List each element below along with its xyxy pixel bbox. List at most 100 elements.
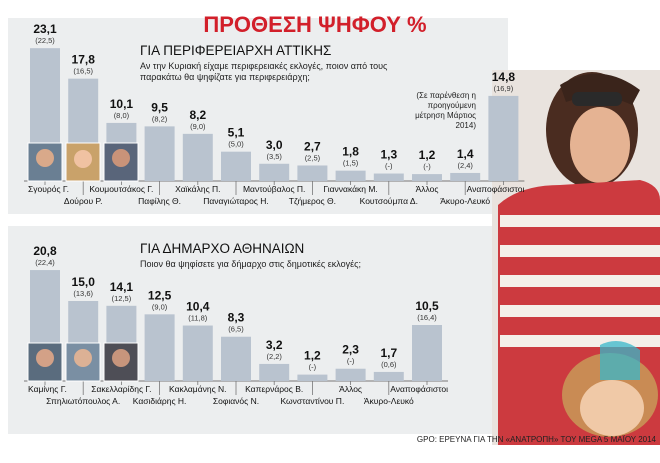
chart1-value-label: 3,0 bbox=[266, 138, 283, 152]
chart1-previous-label: (2,4) bbox=[457, 161, 473, 170]
chart1-bar bbox=[488, 95, 519, 181]
chart1-value-label: 23,1 bbox=[33, 22, 57, 36]
chart1-bar bbox=[182, 133, 213, 181]
chart2-bar bbox=[259, 363, 290, 381]
chart2-subtitle: Ποιον θα ψηφίσετε για δήμαρχο στις δημοτ… bbox=[140, 259, 361, 269]
chart1-bar bbox=[259, 163, 290, 181]
chart1-previous-label: (8,0) bbox=[114, 111, 130, 120]
chart1-category-label: Αναποφάσιστοι bbox=[467, 184, 525, 194]
chart2-previous-label: (12,5) bbox=[112, 294, 132, 303]
chart1-category-label: Γιαννακάκη Μ. bbox=[323, 184, 377, 194]
chart1-bar bbox=[335, 170, 366, 181]
chart1-category-label: Παναγιώταρος Η. bbox=[203, 196, 269, 206]
chart2-previous-label: (22,4) bbox=[35, 258, 55, 267]
chart2-category-label: Άλλος bbox=[339, 384, 362, 394]
chart1-previous-label: (22,5) bbox=[35, 36, 55, 45]
chart1-category-label: Άλλος bbox=[416, 184, 439, 194]
chart1-bar bbox=[373, 173, 404, 181]
chart2-bar bbox=[297, 374, 328, 381]
chart1-title: ΓΙΑ ΠΕΡΙΦΕΡΕΙΑΡΧΗ ΑΤΤΙΚΗΣ bbox=[140, 43, 331, 58]
chart2-previous-label: (2,2) bbox=[266, 352, 282, 361]
chart2-previous-label: (11,8) bbox=[188, 314, 208, 323]
chart2-bar bbox=[221, 336, 251, 381]
chart2-value-label: 1,2 bbox=[304, 349, 321, 363]
chart2-title: ΓΙΑ ΔΗΜΑΡΧΟ ΑΘΗΝΑΙΩΝ bbox=[140, 241, 304, 256]
chart2-value-label: 14,1 bbox=[110, 280, 134, 294]
chart1-bar bbox=[450, 172, 481, 181]
chart1-category-label: Κουμουτσάκος Γ. bbox=[89, 184, 153, 194]
chart2-previous-label: (13,6) bbox=[73, 289, 93, 298]
chart1-subtitle: Αν την Κυριακή είχαμε περιφερειακές εκλο… bbox=[140, 61, 388, 82]
chart1-previous-label: (2,5) bbox=[305, 153, 321, 162]
chart2-category-label: Αναποφάσιστοι bbox=[390, 384, 448, 394]
chart2-category-label: Σοφιανός Ν. bbox=[213, 396, 259, 406]
chart1-value-label: 8,2 bbox=[189, 108, 206, 122]
chart1-previous-label: (16,9) bbox=[494, 84, 514, 93]
chart1-value-label: 5,1 bbox=[228, 126, 245, 140]
chart1-previous-label: (9,0) bbox=[190, 122, 206, 131]
chart1-previous-label: (-) bbox=[423, 162, 431, 171]
chart2-category-label: Κακλαμάνης Ν. bbox=[169, 384, 227, 394]
chart2-category-label: Σακελλαρίδης Γ. bbox=[91, 384, 151, 394]
chart1-bar bbox=[221, 151, 251, 181]
chart1-category-label: Σγουρός Γ. bbox=[28, 184, 69, 194]
chart2-previous-label: (9,0) bbox=[152, 302, 168, 311]
chart1-previous-label: (1,5) bbox=[343, 159, 359, 168]
chart2-value-label: 10,4 bbox=[186, 300, 210, 314]
chart1-category-label: Κουτσούμπα Δ. bbox=[360, 196, 418, 206]
chart2-previous-label: (-) bbox=[309, 363, 317, 372]
chart2-previous-label: (0,6) bbox=[381, 360, 397, 369]
chart1-value-label: 14,8 bbox=[492, 70, 516, 84]
chart1-bar bbox=[144, 126, 175, 181]
chart1-value-label: 1,3 bbox=[380, 148, 397, 162]
chart1-bar bbox=[297, 165, 328, 181]
chart2-value-label: 2,3 bbox=[342, 343, 359, 357]
chart2-category-label: Κασιδιάρης Η. bbox=[133, 396, 187, 406]
chart2-previous-label: (16,4) bbox=[417, 313, 437, 322]
chart2-bar bbox=[373, 371, 404, 381]
chart2-bar bbox=[144, 314, 175, 381]
chart1-category-label: Δούρου Ρ. bbox=[64, 196, 103, 206]
chart1-value-label: 17,8 bbox=[72, 53, 96, 67]
chart1-value-label: 1,8 bbox=[342, 145, 359, 159]
chart2-bar bbox=[412, 325, 442, 381]
chart2-category-label: Άκυρο-Λευκό bbox=[364, 396, 414, 406]
chart2-category-label: Σπηλιωτόπουλος Α. bbox=[46, 396, 120, 406]
chart2-bar bbox=[335, 368, 366, 381]
chart2-value-label: 10,5 bbox=[415, 299, 439, 313]
candidate-photos-attica bbox=[27, 142, 139, 182]
chart1-category-label: Μαντούβαλος Π. bbox=[243, 184, 305, 194]
chart1-previous-label: (3,5) bbox=[266, 152, 282, 161]
chart2-value-label: 3,2 bbox=[266, 338, 283, 352]
chart2-category-label: Κωνσταντίνου Π. bbox=[280, 396, 344, 406]
source-note: GPO: ΕΡΕΥΝΑ ΓΙΑ ΤΗΝ «ΑΝΑΤΡΟΠΗ» ΤΟΥ MEGA … bbox=[416, 435, 656, 444]
chart2-category-label: Καμίνης Γ. bbox=[28, 384, 67, 394]
chart1-value-label: 2,7 bbox=[304, 139, 321, 153]
chart2-previous-label: (-) bbox=[347, 357, 355, 366]
chart1-previous-label: (16,5) bbox=[73, 67, 93, 76]
chart1-category-label: Άκυρο-Λευκό bbox=[440, 196, 490, 206]
chart2-value-label: 12,5 bbox=[148, 288, 172, 302]
chart1-category-label: Τζήμερος Θ. bbox=[289, 196, 336, 206]
chart2-category-label: Καπερνάρος Β. bbox=[245, 384, 303, 394]
chart1-bar bbox=[412, 174, 442, 181]
candidate-photos-athens bbox=[27, 342, 139, 382]
chart2-value-label: 8,3 bbox=[228, 311, 245, 325]
chart1-previous-label: (8,2) bbox=[152, 114, 168, 123]
woman-child-photo bbox=[492, 70, 660, 445]
panel-divider bbox=[8, 220, 568, 224]
chart1-value-label: 9,5 bbox=[151, 100, 168, 114]
chart2-value-label: 15,0 bbox=[72, 275, 96, 289]
chart1-value-label: 1,4 bbox=[457, 147, 474, 161]
chart2-bar bbox=[182, 325, 213, 381]
chart1-note: (Σε παρένθεση η προηγούμενη μέτρηση Μάρτιο… bbox=[415, 91, 476, 130]
page-title: ΠΡΟΘΕΣΗ ΨΗΦΟΥ % bbox=[203, 12, 427, 37]
chart1-value-label: 1,2 bbox=[419, 148, 436, 162]
chart1-previous-label: (-) bbox=[385, 162, 393, 171]
chart2-value-label: 1,7 bbox=[380, 346, 397, 360]
chart1-previous-label: (5,0) bbox=[228, 140, 244, 149]
chart1-value-label: 10,1 bbox=[110, 97, 134, 111]
chart1-category-label: Παφίλης Θ. bbox=[138, 196, 181, 206]
chart2-previous-label: (6,5) bbox=[228, 325, 244, 334]
